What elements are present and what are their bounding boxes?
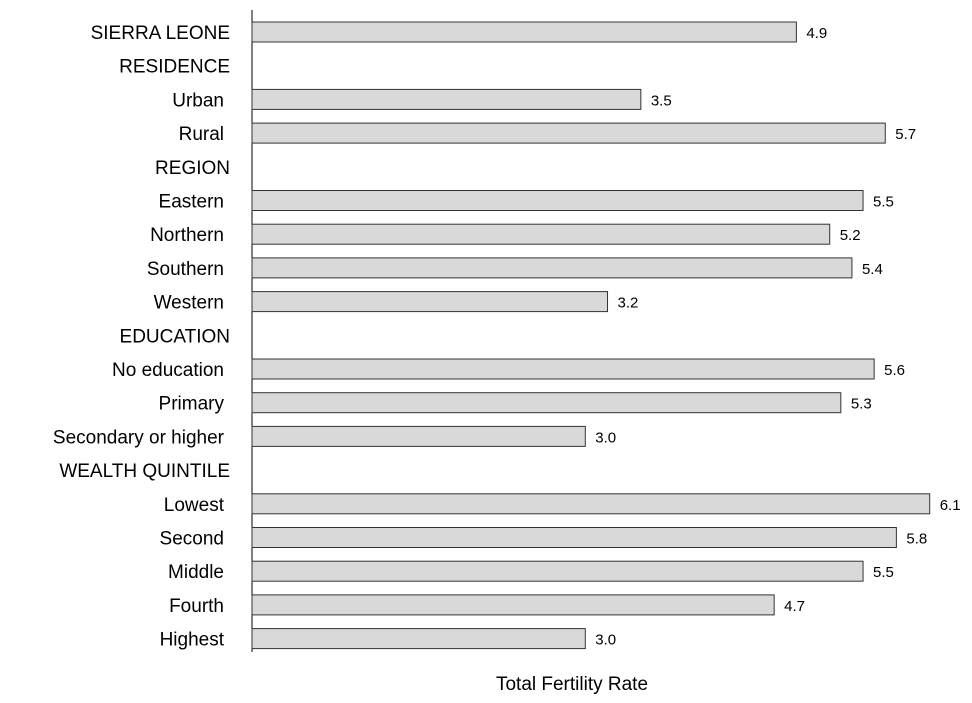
bar	[251, 358, 875, 380]
bar	[251, 594, 775, 616]
category-label: Highest	[160, 630, 225, 651]
bar	[251, 21, 797, 43]
value-label: 5.4	[862, 261, 883, 278]
category-label: Second	[160, 529, 224, 550]
category-label: Eastern	[159, 192, 224, 213]
category-label: Southern	[147, 259, 224, 280]
category-label: No education	[112, 360, 224, 381]
category-label: Fourth	[169, 596, 224, 617]
value-label: 5.6	[884, 362, 905, 379]
value-label: 5.8	[906, 531, 927, 548]
bar	[251, 190, 864, 211]
bar	[251, 257, 853, 279]
value-label: 5.5	[873, 564, 894, 581]
bar	[251, 291, 609, 313]
category-label: Secondary or higher	[53, 427, 225, 448]
category-label: Lowest	[164, 495, 225, 516]
bar	[251, 392, 842, 414]
bar	[251, 560, 864, 582]
value-label: 3.0	[595, 632, 616, 649]
value-label: 4.7	[784, 598, 805, 615]
bar	[251, 425, 586, 447]
value-label: 3.0	[595, 429, 616, 446]
category-label: Western	[154, 293, 224, 314]
category-label: Primary	[159, 394, 225, 415]
group-header-label: REGION	[155, 158, 230, 179]
value-label: 6.1	[940, 497, 961, 514]
category-label: Urban	[172, 90, 224, 111]
value-label: 3.2	[618, 295, 639, 312]
bar	[251, 493, 931, 515]
group-header-label: EDUCATION	[120, 326, 230, 347]
bar	[251, 223, 831, 245]
category-label: Middle	[168, 562, 224, 583]
value-label: 4.9	[806, 25, 827, 42]
category-label: Northern	[150, 225, 224, 246]
bar	[251, 88, 642, 110]
group-header-label: WEALTH QUINTILE	[59, 461, 230, 482]
bar	[251, 628, 586, 650]
category-label: SIERRA LEONE	[91, 23, 230, 44]
bar	[251, 527, 897, 548]
value-label: 3.5	[651, 92, 672, 109]
value-label: 5.5	[873, 194, 894, 211]
value-label: 5.7	[895, 126, 916, 143]
value-label: 5.3	[851, 396, 872, 413]
x-axis-title: Total Fertility Rate	[495, 674, 649, 695]
group-header-label: RESIDENCE	[119, 57, 230, 78]
bar	[251, 122, 886, 144]
value-label: 5.2	[840, 227, 861, 244]
category-label: Rural	[179, 124, 224, 145]
